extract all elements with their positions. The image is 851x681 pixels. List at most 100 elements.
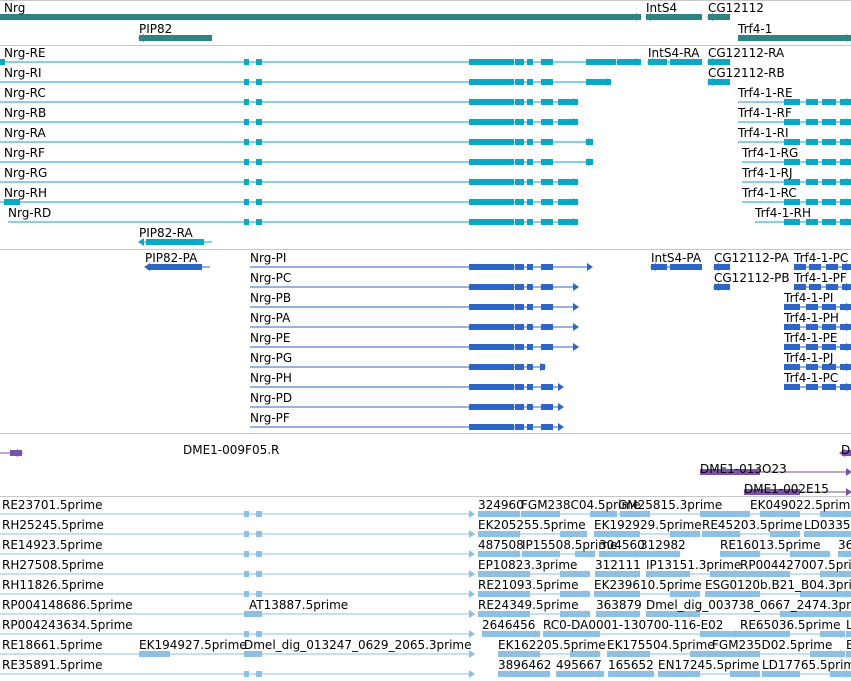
feature-label-nrg-rg[interactable]: Nrg-RG xyxy=(4,166,48,180)
feature-dmel-dig-013247-0629-2065-3prime[interactable] xyxy=(244,650,475,658)
feature-3896462[interactable] xyxy=(498,670,551,678)
feature-label-312982[interactable]: 312982 xyxy=(640,538,686,552)
feature-rc0-da0001-130700-116-e02[interactable] xyxy=(543,630,741,638)
feature-gm25815-3prime[interactable] xyxy=(618,510,751,518)
feature-en17245-5prime[interactable] xyxy=(658,670,761,678)
feature-324960[interactable] xyxy=(478,510,521,518)
feature-trf4-1[interactable] xyxy=(738,34,851,42)
feature-label-trf4-1-pi[interactable]: Trf4-1-PI xyxy=(784,291,834,305)
feature-label-dmel-dig-013247-0629-2065-3prime[interactable]: Dmel_dig_013247_0629_2065.3prime xyxy=(244,638,472,652)
feature-label-trf4-1-rj[interactable]: Trf4-1-RJ xyxy=(742,166,793,180)
feature-label-e[interactable]: E xyxy=(846,638,851,652)
feature-cg12112-ra[interactable] xyxy=(707,58,730,66)
feature-trf4-1-rg[interactable] xyxy=(742,158,851,166)
feature-label-nrg-ra[interactable]: Nrg-RA xyxy=(4,126,46,140)
feature-label-nrg-rc[interactable]: Nrg-RC xyxy=(4,86,46,100)
feature-ek192929-5prime[interactable] xyxy=(594,530,701,538)
feature-l[interactable] xyxy=(846,630,851,638)
feature-ld17765-5prime[interactable] xyxy=(762,670,851,678)
feature-ip13151-3prime[interactable] xyxy=(646,570,741,578)
feature-re24349-5prime[interactable] xyxy=(478,610,591,618)
feature-label-trf4-1-pe[interactable]: Trf4-1-PE xyxy=(784,331,838,345)
feature-label-ld03350[interactable]: LD03350 xyxy=(804,518,851,532)
feature-fgm235d02-5prime[interactable] xyxy=(712,650,846,658)
feature-ints4-ra[interactable] xyxy=(647,58,702,66)
feature-ints4[interactable] xyxy=(645,13,702,21)
feature-label-2646456[interactable]: 2646456 xyxy=(482,618,536,632)
feature-label-re24349-5prime[interactable]: RE24349.5prime xyxy=(478,598,579,612)
feature-re45203-5prime[interactable] xyxy=(702,530,801,538)
feature-cg12112-pa[interactable] xyxy=(713,263,730,271)
feature-label-trf4-1-ri[interactable]: Trf4-1-RI xyxy=(738,126,789,140)
feature-label-rh11826-5prime[interactable]: RH11826.5prime xyxy=(2,578,104,592)
feature-label-re35891-5prime[interactable]: RE35891.5prime xyxy=(2,658,103,672)
feature-label-trf4-1-ph[interactable]: Trf4-1-PH xyxy=(784,311,839,325)
feature-2646456[interactable] xyxy=(482,630,541,638)
feature-rp004427007-5prime[interactable] xyxy=(740,570,851,578)
feature-pip82[interactable] xyxy=(138,34,212,42)
feature-label-dme1-013o23[interactable]: DME1-013O23 xyxy=(700,462,787,476)
feature-nrg-rh[interactable] xyxy=(0,198,579,206)
feature-label-trf4-1-rc[interactable]: Trf4-1-RC xyxy=(742,186,797,200)
feature-label-dme1-002e15[interactable]: DME1-002E15 xyxy=(744,482,829,496)
feature-ld03350[interactable] xyxy=(804,530,851,538)
feature-label-rp004243634-5prime[interactable]: RP004243634.5prime xyxy=(2,618,133,632)
feature-label-ek049022-5prime[interactable]: EK049022.5prime xyxy=(750,498,851,512)
feature-label-nrg-pb[interactable]: Nrg-PB xyxy=(250,291,292,305)
feature-label-pip82-pa[interactable]: PIP82-PA xyxy=(145,251,198,265)
feature-label-trf4-1-pc[interactable]: Trf4-1-PC xyxy=(784,371,839,385)
feature-label-nrg-pd[interactable]: Nrg-PD xyxy=(250,391,293,405)
feature-ints4-pa[interactable] xyxy=(650,263,702,271)
feature-label-ek194927-5prime[interactable]: EK194927.5prime xyxy=(139,638,247,652)
feature-label-pip82-ra[interactable]: PIP82-RA xyxy=(139,226,193,240)
feature-165652[interactable] xyxy=(608,670,655,678)
feature-label-324960[interactable]: 324960 xyxy=(478,498,524,512)
feature-label-nrg-ri[interactable]: Nrg-RI xyxy=(4,66,42,80)
feature-trf4-1-pf[interactable] xyxy=(794,283,851,291)
feature-re35891-5prime[interactable] xyxy=(0,670,475,678)
feature-label-312111[interactable]: 312111 xyxy=(595,558,641,572)
feature-re23701-5prime[interactable] xyxy=(0,510,475,518)
feature-label-dmel-dig-003738-0667-2474-3prime[interactable]: Dmel_dig_003738_0667_2474.3prime xyxy=(646,598,851,612)
feature-fgm238c04-5prime[interactable] xyxy=(521,510,618,518)
feature-trf4-1-pj[interactable] xyxy=(784,363,851,371)
feature-label-nrg-rd[interactable]: Nrg-RD xyxy=(8,206,52,220)
feature-label-re45203-5prime[interactable]: RE45203.5prime xyxy=(702,518,803,532)
feature-label-363879[interactable]: 363879 xyxy=(596,598,642,612)
feature-nrg-rf[interactable] xyxy=(0,158,594,166)
feature-label-gm25815-3prime[interactable]: GM25815.3prime xyxy=(618,498,723,512)
feature-495667[interactable] xyxy=(556,670,605,678)
feature-d[interactable] xyxy=(839,449,851,457)
feature-trf4-1-rf[interactable] xyxy=(738,118,851,126)
feature-ep10823-3prime[interactable] xyxy=(478,570,591,578)
feature-label-ek205255-5prime[interactable]: EK205255.5prime xyxy=(478,518,586,532)
feature-label-trf4-1-pj[interactable]: Trf4-1-PJ xyxy=(784,351,834,365)
feature-label-nrg-rf[interactable]: Nrg-RF xyxy=(4,146,45,160)
feature-label-re14923-5prime[interactable]: RE14923.5prime xyxy=(2,538,103,552)
feature-trf4-1-pc[interactable] xyxy=(784,383,851,391)
feature-label-ek192929-5prime[interactable]: EK192929.5prime xyxy=(594,518,702,532)
feature-label-cg12112-pa[interactable]: CG12112-PA xyxy=(714,251,789,265)
feature-label-rp004148686-5prime[interactable]: RP004148686.5prime xyxy=(2,598,133,612)
feature-label-ip13151-3prime[interactable]: IP13151.3prime xyxy=(646,558,742,572)
feature-label-165652[interactable]: 165652 xyxy=(608,658,654,672)
feature-label-36[interactable]: 36 xyxy=(838,538,851,552)
feature-ip15508-5prime[interactable] xyxy=(522,550,596,558)
feature-rp004243634-5prime[interactable] xyxy=(0,630,475,638)
feature-label-ek162205-5prime[interactable]: EK162205.5prime xyxy=(498,638,606,652)
feature-487508[interactable] xyxy=(478,550,521,558)
feature-label-en17245-5prime[interactable]: EN17245.5prime xyxy=(658,658,760,672)
feature-label-re21093-5prime[interactable]: RE21093.5prime xyxy=(478,578,579,592)
feature-nrg-pf[interactable] xyxy=(250,423,564,431)
feature-label-rp004427007-5prime[interactable]: RP004427007.5prime xyxy=(740,558,851,572)
feature-ek175504-5prime[interactable] xyxy=(607,650,713,658)
feature-nrg-rb[interactable] xyxy=(0,118,579,126)
feature-esg0120b-b21-b04-3prime[interactable] xyxy=(705,590,851,598)
feature-label-cg12112-ra[interactable]: CG12112-RA xyxy=(708,46,785,60)
feature-at13887-5prime[interactable] xyxy=(249,610,475,618)
feature-label-487508[interactable]: 487508 xyxy=(478,538,524,552)
feature-label-re65036-5prime[interactable]: RE65036.5prime xyxy=(740,618,841,632)
feature-label-nrg-re[interactable]: Nrg-RE xyxy=(4,46,46,60)
feature-label-ek175504-5prime[interactable]: EK175504.5prime xyxy=(607,638,715,652)
feature-nrg[interactable] xyxy=(0,13,642,21)
